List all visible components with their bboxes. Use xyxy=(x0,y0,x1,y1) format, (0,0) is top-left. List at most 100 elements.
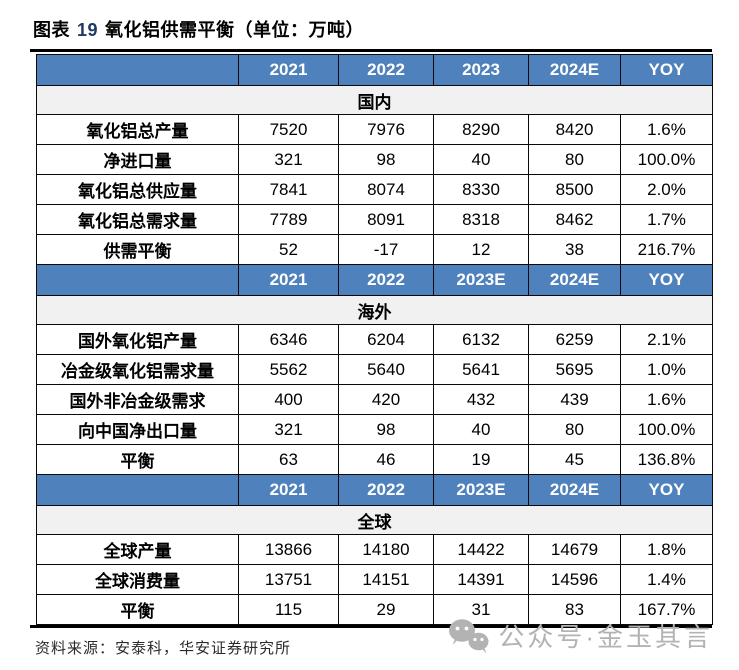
row-label-cell: 平衡 xyxy=(36,444,239,475)
value-cell: 8500 xyxy=(528,174,621,205)
value-cell: 439 xyxy=(528,384,621,415)
table-row: 向中国净出口量 321 98 40 80 100.0% xyxy=(36,414,713,445)
value-cell: 98 xyxy=(338,144,434,175)
value-cell: 98 xyxy=(338,414,434,445)
table-row: 平衡 63 46 19 45 136.8% xyxy=(36,444,713,475)
value-cell: 83 xyxy=(528,594,621,625)
title-divider xyxy=(30,49,712,52)
header-cell-year: 2022 xyxy=(338,264,434,296)
value-cell: 321 xyxy=(238,144,339,175)
table-row: 国外氧化铝产量 6346 6204 6132 6259 2.1% xyxy=(36,324,713,355)
value-cell: -17 xyxy=(338,234,434,265)
value-cell: 5641 xyxy=(433,354,529,385)
header-cell-year: 2024E xyxy=(528,474,621,506)
figure-number: 19 xyxy=(77,20,99,40)
value-cell: 8074 xyxy=(338,174,434,205)
value-cell: 6204 xyxy=(338,324,434,355)
section-row-domestic: 国内 xyxy=(36,85,713,115)
value-cell: 1.6% xyxy=(620,384,713,415)
row-label-cell: 氧化铝总产量 xyxy=(36,114,239,145)
value-cell: 7789 xyxy=(238,204,339,235)
header-cell-year: 2022 xyxy=(338,54,434,86)
section-label: 海外 xyxy=(36,295,713,325)
value-cell: 13751 xyxy=(238,564,339,595)
value-cell: 13866 xyxy=(238,534,339,565)
table-header-row-overseas: 2021 2022 2023E 2024E YOY xyxy=(36,264,713,296)
header-cell-blank xyxy=(36,264,239,296)
value-cell: 5562 xyxy=(238,354,339,385)
table-header-row-global: 2021 2022 2023E 2024E YOY xyxy=(36,474,713,506)
table-row: 冶金级氧化铝需求量 5562 5640 5641 5695 1.0% xyxy=(36,354,713,385)
value-cell: 1.8% xyxy=(620,534,713,565)
value-cell: 1.7% xyxy=(620,204,713,235)
value-cell: 7841 xyxy=(238,174,339,205)
figure-label: 图表 xyxy=(33,20,70,40)
table-row: 供需平衡 52 -17 12 38 216.7% xyxy=(36,234,713,265)
header-cell-year: 2021 xyxy=(238,264,339,296)
header-cell-year: 2024E xyxy=(528,264,621,296)
value-cell: 167.7% xyxy=(620,594,713,625)
header-cell-year: 2023E xyxy=(433,474,529,506)
value-cell: 100.0% xyxy=(620,414,713,445)
value-cell: 52 xyxy=(238,234,339,265)
row-label-cell: 全球消费量 xyxy=(36,564,239,595)
header-cell-blank xyxy=(36,54,239,86)
value-cell: 115 xyxy=(238,594,339,625)
header-cell-year: 2023 xyxy=(433,54,529,86)
header-cell-year: 2023E xyxy=(433,264,529,296)
row-label-cell: 冶金级氧化铝需求量 xyxy=(36,354,239,385)
value-cell: 31 xyxy=(433,594,529,625)
table-row: 全球产量 13866 14180 14422 14679 1.8% xyxy=(36,534,713,565)
row-label-cell: 向中国净出口量 xyxy=(36,414,239,445)
supply-demand-table: 2021 2022 2023 2024E YOY 国内 氧化铝总产量 7520 … xyxy=(36,54,713,625)
value-cell: 2.0% xyxy=(620,174,713,205)
value-cell: 8318 xyxy=(433,204,529,235)
value-cell: 100.0% xyxy=(620,144,713,175)
row-label-cell: 氧化铝总供应量 xyxy=(36,174,239,205)
value-cell: 46 xyxy=(338,444,434,475)
value-cell: 14422 xyxy=(433,534,529,565)
value-cell: 40 xyxy=(433,144,529,175)
value-cell: 14151 xyxy=(338,564,434,595)
table-row: 全球消费量 13751 14151 14391 14596 1.4% xyxy=(36,564,713,595)
value-cell: 8330 xyxy=(433,174,529,205)
row-label-cell: 全球产量 xyxy=(36,534,239,565)
table-row: 氧化铝总供应量 7841 8074 8330 8500 2.0% xyxy=(36,174,713,205)
row-label-cell: 氧化铝总需求量 xyxy=(36,204,239,235)
value-cell: 6132 xyxy=(433,324,529,355)
value-cell: 14596 xyxy=(528,564,621,595)
row-label-cell: 国外氧化铝产量 xyxy=(36,324,239,355)
value-cell: 8420 xyxy=(528,114,621,145)
value-cell: 420 xyxy=(338,384,434,415)
figure-title-text: 氧化铝供需平衡（单位：万吨） xyxy=(105,20,365,40)
value-cell: 7976 xyxy=(338,114,434,145)
value-cell: 216.7% xyxy=(620,234,713,265)
value-cell: 432 xyxy=(433,384,529,415)
header-cell-year: 2021 xyxy=(238,54,339,86)
value-cell: 6259 xyxy=(528,324,621,355)
value-cell: 1.4% xyxy=(620,564,713,595)
table-row: 国外非冶金级需求 400 420 432 439 1.6% xyxy=(36,384,713,415)
value-cell: 321 xyxy=(238,414,339,445)
value-cell: 1.0% xyxy=(620,354,713,385)
value-cell: 80 xyxy=(528,414,621,445)
table-header-row-domestic: 2021 2022 2023 2024E YOY xyxy=(36,54,713,86)
value-cell: 14391 xyxy=(433,564,529,595)
source-note: 资料来源：安泰科，华安证券研究所 xyxy=(35,641,292,657)
header-cell-yoy: YOY xyxy=(620,474,713,506)
table-row: 氧化铝总产量 7520 7976 8290 8420 1.6% xyxy=(36,114,713,145)
header-cell-yoy: YOY xyxy=(620,264,713,296)
value-cell: 136.8% xyxy=(620,444,713,475)
value-cell: 12 xyxy=(433,234,529,265)
value-cell: 80 xyxy=(528,144,621,175)
header-cell-year: 2022 xyxy=(338,474,434,506)
value-cell: 8462 xyxy=(528,204,621,235)
row-label-cell: 供需平衡 xyxy=(36,234,239,265)
value-cell: 63 xyxy=(238,444,339,475)
value-cell: 38 xyxy=(528,234,621,265)
value-cell: 29 xyxy=(338,594,434,625)
value-cell: 14679 xyxy=(528,534,621,565)
value-cell: 8290 xyxy=(433,114,529,145)
value-cell: 45 xyxy=(528,444,621,475)
value-cell: 400 xyxy=(238,384,339,415)
